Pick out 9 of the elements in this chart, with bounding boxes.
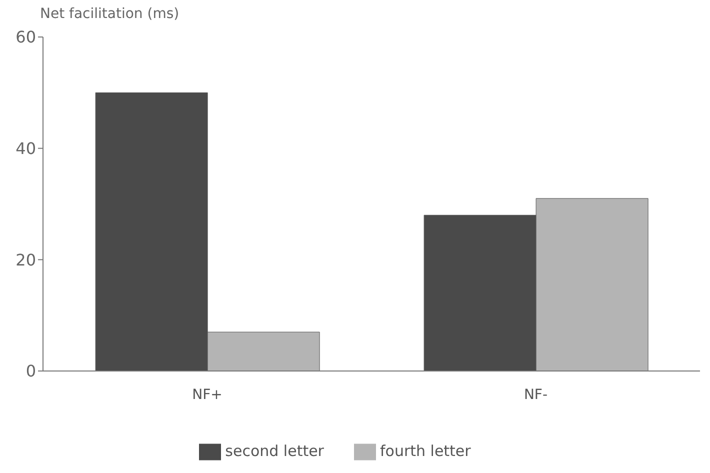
legend-label: second letter — [225, 442, 324, 460]
y-tick-label: 40 — [16, 139, 36, 158]
legend-label: fourth letter — [380, 442, 471, 460]
x-tick-label: NF- — [524, 386, 548, 403]
x-tick-label: NF+ — [192, 386, 222, 403]
y-axis-title: Net facilitation (ms) — [40, 6, 180, 22]
y-tick-label: 20 — [16, 250, 36, 270]
y-tick-label: 60 — [16, 28, 36, 47]
y-tick-label: 0 — [26, 362, 36, 381]
